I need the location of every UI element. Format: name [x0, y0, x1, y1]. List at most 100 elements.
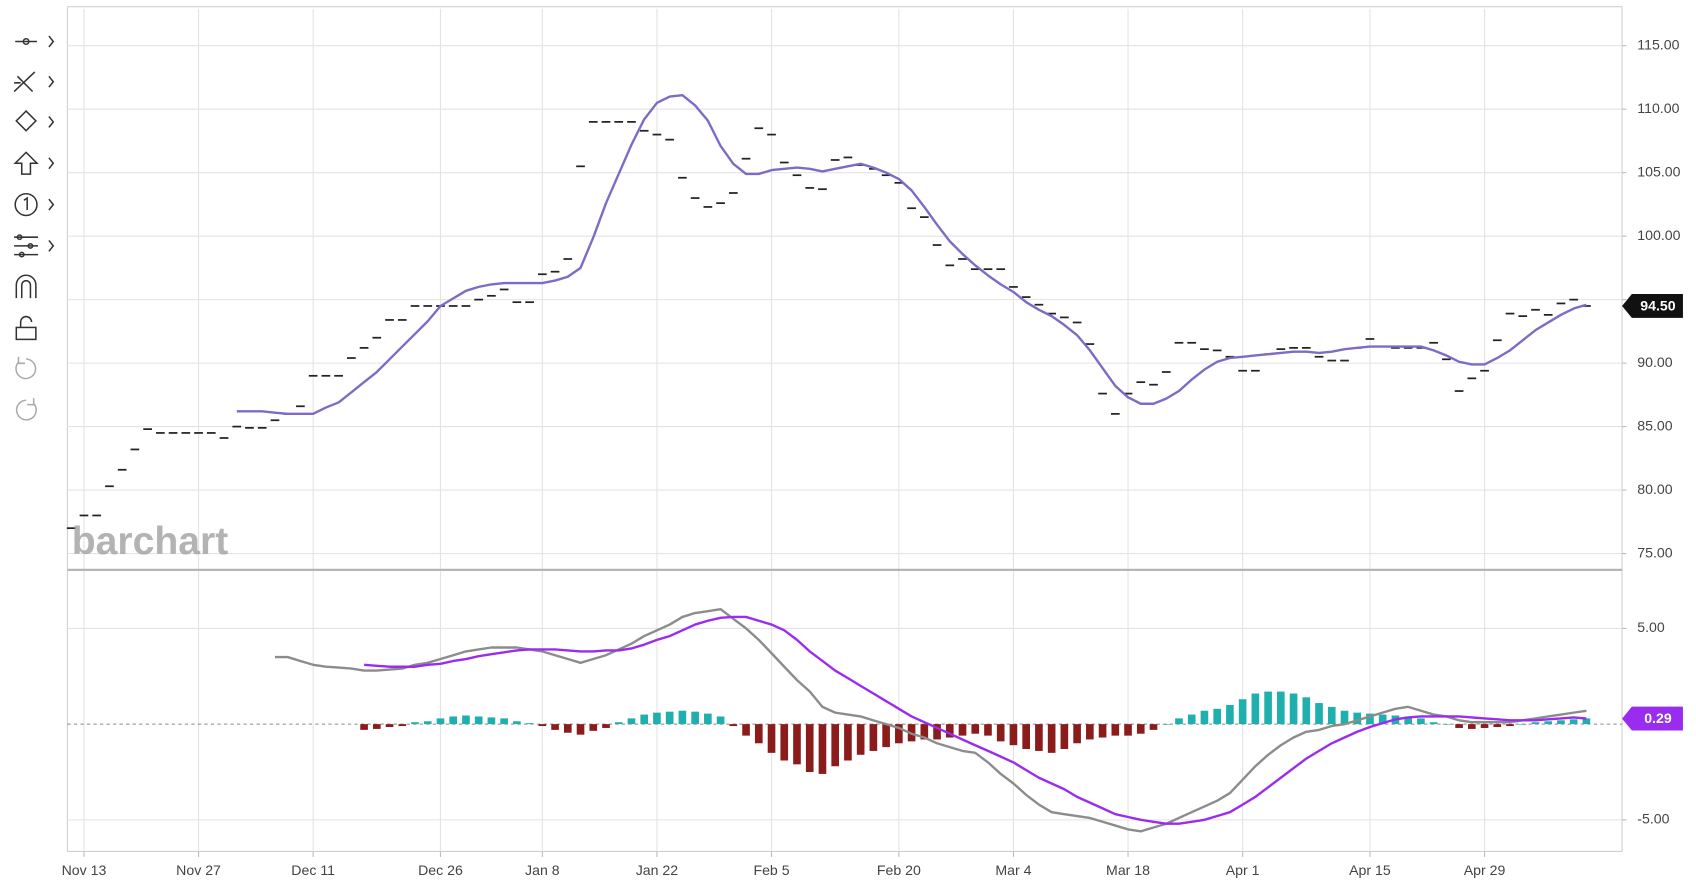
histogram-bar — [704, 713, 712, 725]
histogram-bar — [793, 724, 801, 765]
histogram-bar — [487, 717, 496, 725]
histogram-bar — [1468, 724, 1476, 729]
x-tick-label: Feb 20 — [877, 862, 921, 878]
x-tick-label: Nov 13 — [62, 862, 107, 878]
histogram-bar — [563, 724, 572, 733]
x-tick-label: Jan 8 — [525, 862, 560, 878]
histogram-bar — [1175, 718, 1183, 725]
histogram-bar — [398, 724, 407, 727]
histogram-bar — [920, 724, 929, 740]
histogram-bar — [576, 724, 585, 735]
series-line — [364, 615, 1587, 825]
histogram-bar — [1340, 710, 1349, 725]
histogram-bar — [1544, 721, 1553, 725]
histogram-bar — [1442, 724, 1451, 725]
y-tick-label: 5.00 — [1637, 619, 1665, 635]
last-value-label: 94.50 — [1640, 297, 1675, 313]
tool-lock[interactable] — [15, 315, 37, 341]
histogram-bar — [678, 710, 687, 725]
histogram-bar — [627, 718, 636, 725]
histogram-bar — [589, 724, 598, 731]
histogram-bar — [1136, 724, 1145, 734]
histogram-bar — [436, 718, 445, 725]
tool-fib[interactable] — [13, 71, 55, 93]
x-tick-label: Dec 11 — [291, 862, 335, 878]
x-tick-label: Jan 22 — [636, 862, 679, 878]
tool-marker[interactable] — [14, 192, 55, 217]
watermark: barchart — [72, 520, 229, 563]
histogram-bar — [449, 716, 458, 725]
tool-redo[interactable] — [15, 398, 37, 421]
histogram-bar — [844, 724, 852, 761]
y-tick-label: 115.00 — [1637, 36, 1679, 52]
histogram-bar — [1315, 703, 1323, 725]
y-tick-label: 100.00 — [1637, 227, 1680, 243]
histogram-bar — [423, 721, 432, 725]
labels-layer: 75.0080.0085.0090.0095.00100.00105.00110… — [62, 36, 1683, 878]
series-line — [236, 94, 1587, 416]
tool-settings[interactable] — [14, 234, 55, 258]
histogram-bar — [1404, 716, 1412, 725]
histogram-bar — [653, 712, 661, 725]
tool-magnet[interactable] — [15, 274, 37, 299]
tool-line[interactable] — [15, 35, 55, 48]
histogram-bar — [360, 724, 368, 730]
bars-layer — [360, 691, 1591, 774]
histogram-bar — [1022, 724, 1030, 750]
histogram-bar — [945, 724, 954, 738]
histogram-bar — [1098, 724, 1107, 738]
histogram-bar — [1366, 713, 1374, 725]
histogram-bar — [500, 718, 508, 725]
x-tick-label: Nov 27 — [176, 862, 221, 878]
histogram-bar — [818, 724, 827, 774]
histogram-bar — [1251, 693, 1260, 725]
histogram-bar — [602, 724, 610, 728]
histogram-bar — [1060, 724, 1069, 750]
histogram-bar — [1226, 704, 1234, 725]
histogram-bar — [1124, 724, 1132, 736]
histogram-bar — [716, 716, 725, 725]
histogram-bar — [1417, 718, 1425, 725]
tool-shapes[interactable] — [15, 110, 55, 132]
histogram-bar — [729, 724, 738, 727]
histogram-bar — [513, 721, 521, 725]
lines-layer — [66, 94, 1591, 833]
y-tick-label: -5.00 — [1637, 811, 1669, 827]
histogram-bar — [1073, 724, 1081, 744]
histogram-bar — [691, 711, 699, 725]
histogram-bar — [1480, 724, 1489, 728]
histogram-bar — [958, 724, 967, 736]
y-tick-label: 80.00 — [1637, 481, 1672, 497]
x-tick-label: Apr 29 — [1464, 862, 1506, 878]
histogram-bar — [984, 724, 992, 736]
tool-arrow[interactable] — [13, 151, 55, 175]
histogram-bar — [1289, 693, 1298, 725]
histogram-bar — [780, 724, 789, 761]
y-tick-label: 75.00 — [1637, 544, 1672, 560]
histogram-bar — [1582, 718, 1591, 725]
histogram-bar — [933, 724, 941, 740]
x-tick-label: Mar 4 — [995, 862, 1031, 878]
tool-undo[interactable] — [15, 356, 37, 380]
histogram-bar — [1200, 710, 1209, 725]
histogram-bar — [754, 724, 763, 744]
x-tick-label: Feb 5 — [753, 862, 789, 878]
histogram-bar — [1086, 724, 1094, 740]
histogram-bar — [1557, 720, 1565, 725]
histogram-bar — [996, 724, 1005, 742]
histogram-bar — [538, 724, 547, 727]
histogram-bar — [767, 724, 776, 753]
histogram-bar — [1429, 722, 1438, 725]
histogram-bar — [1238, 699, 1247, 725]
histogram-bar — [474, 716, 483, 725]
histogram-bar — [1047, 724, 1056, 753]
toolbar — [13, 35, 55, 421]
histogram-bar — [1378, 714, 1387, 725]
histogram-bar — [1455, 724, 1463, 728]
histogram-bar — [882, 724, 890, 748]
y-tick-label: 85.00 — [1637, 417, 1672, 433]
y-tick-label: 105.00 — [1637, 163, 1680, 179]
histogram-bar — [372, 724, 381, 729]
y-tick-label: 110.00 — [1637, 100, 1679, 116]
